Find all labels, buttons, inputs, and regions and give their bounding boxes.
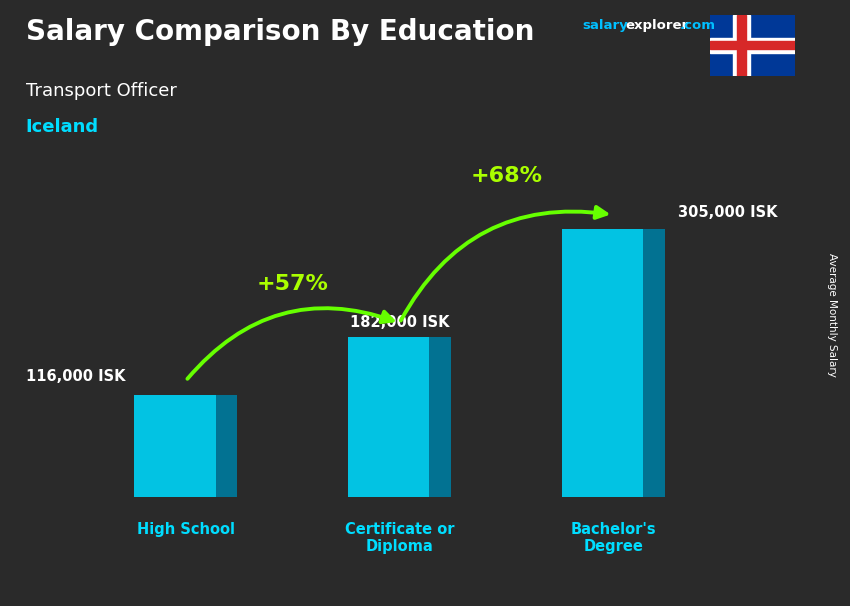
Text: Certificate or
Diploma: Certificate or Diploma xyxy=(345,522,454,554)
Polygon shape xyxy=(429,337,450,497)
Text: 182,000 ISK: 182,000 ISK xyxy=(349,315,450,330)
Text: +57%: +57% xyxy=(257,275,328,295)
Text: salary: salary xyxy=(582,19,628,32)
Polygon shape xyxy=(348,337,429,497)
Bar xyxy=(737,15,746,76)
Text: .com: .com xyxy=(680,19,716,32)
Polygon shape xyxy=(216,395,237,497)
Text: 305,000 ISK: 305,000 ISK xyxy=(677,205,777,220)
Polygon shape xyxy=(134,395,216,497)
Polygon shape xyxy=(562,229,643,497)
Text: Iceland: Iceland xyxy=(26,118,99,136)
Text: Transport Officer: Transport Officer xyxy=(26,82,177,100)
Text: High School: High School xyxy=(137,522,235,536)
Polygon shape xyxy=(643,229,665,497)
Text: explorer: explorer xyxy=(626,19,689,32)
Text: 116,000 ISK: 116,000 ISK xyxy=(26,370,126,384)
Bar xyxy=(734,15,750,76)
Text: Average Monthly Salary: Average Monthly Salary xyxy=(827,253,837,377)
Text: +68%: +68% xyxy=(470,166,542,186)
Text: Bachelor's
Degree: Bachelor's Degree xyxy=(570,522,656,554)
Bar xyxy=(710,38,795,53)
Bar xyxy=(710,41,795,50)
Text: Salary Comparison By Education: Salary Comparison By Education xyxy=(26,18,534,46)
